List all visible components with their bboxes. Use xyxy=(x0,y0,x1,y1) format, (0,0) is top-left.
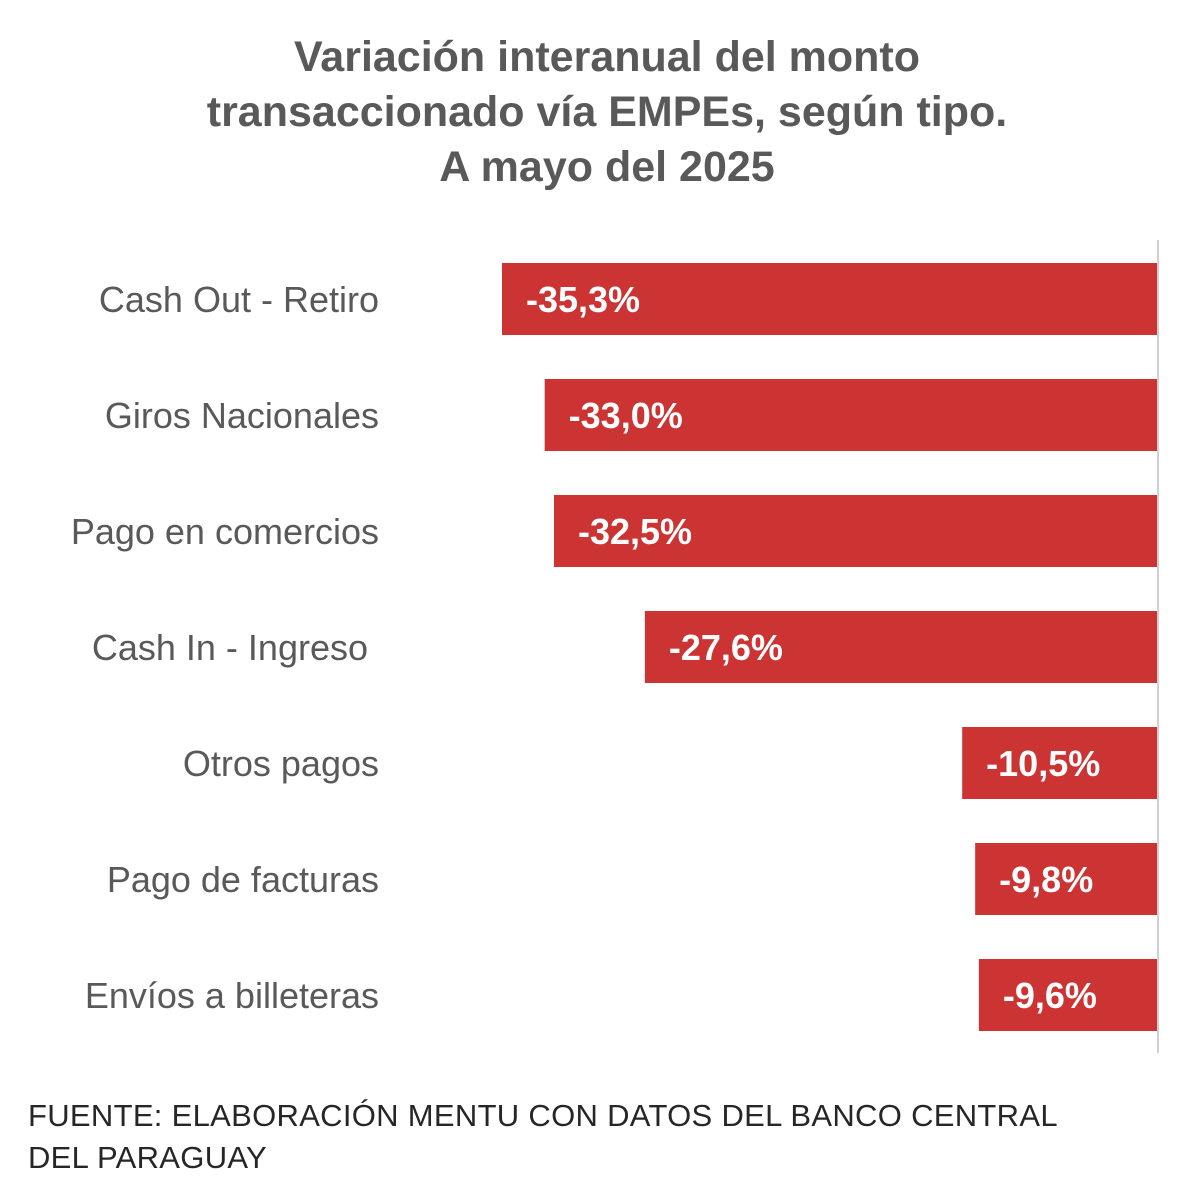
category-label: Otros pagos xyxy=(183,743,379,784)
category-label: Giros Nacionales xyxy=(105,395,379,436)
chart-title-line: A mayo del 2025 xyxy=(439,143,775,191)
data-label: -10,5% xyxy=(986,743,1100,784)
category-label: Cash In - Ingreso xyxy=(92,627,368,668)
bar xyxy=(962,727,1157,799)
bar xyxy=(502,263,1157,335)
source-line: FUENTE: ELABORACIÓN MENTU CON DATOS DEL … xyxy=(28,1098,1058,1133)
data-label: -9,6% xyxy=(1003,975,1097,1016)
source-note: FUENTE: ELABORACIÓN MENTU CON DATOS DEL … xyxy=(28,1095,1178,1179)
chart-title-line: transaccionado vía EMPEs, según tipo. xyxy=(206,88,1008,136)
bar xyxy=(644,611,1157,683)
bar xyxy=(978,959,1157,1031)
data-label: -32,5% xyxy=(578,511,692,552)
data-label: -33,0% xyxy=(569,395,683,436)
bar xyxy=(975,843,1157,915)
category-label: Envíos a billeteras xyxy=(85,975,379,1016)
category-label: Cash Out - Retiro xyxy=(99,279,379,320)
category-label: Pago de facturas xyxy=(107,859,379,900)
data-label: -35,3% xyxy=(526,279,640,320)
bar xyxy=(553,495,1157,567)
chart-title-line: Variación interanual del monto xyxy=(293,33,921,81)
chart-title: Variación interanual del monto transacci… xyxy=(0,30,1200,195)
bar xyxy=(544,379,1157,451)
source-line: DEL PARAGUAY xyxy=(28,1140,268,1175)
category-label: Pago en comercios xyxy=(71,511,379,552)
data-label: -27,6% xyxy=(669,627,783,668)
data-label: -9,8% xyxy=(999,859,1093,900)
